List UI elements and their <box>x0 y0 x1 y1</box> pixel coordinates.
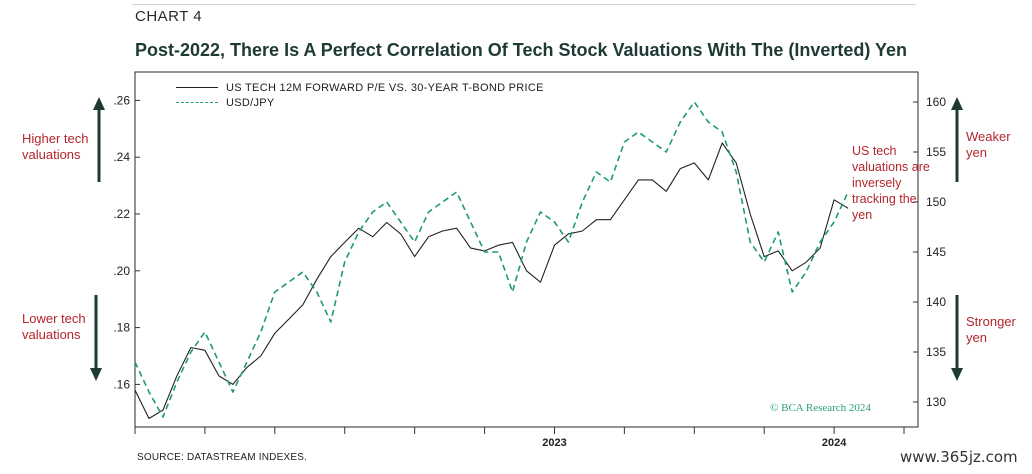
legend-item-tech-pe: US TECH 12M FORWARD P/E VS. 30-YEAR T-BO… <box>176 80 544 95</box>
x-tick-label: 2024 <box>822 437 847 449</box>
left-tick-label: .16 <box>113 377 130 391</box>
chart-plot: 2023 2024 .16 .18 .20 .22 .24 .26 130 135 140 145… <box>0 0 1032 474</box>
series-line-usdjpy <box>135 102 848 417</box>
legend-label-usdjpy: USD/JPY <box>226 97 275 109</box>
left-tick-label: .20 <box>113 264 130 278</box>
x-tick-group: 2023 2024 <box>135 427 904 449</box>
series-layer <box>135 102 848 419</box>
chart-annotation: US tech valuations are inversely trackin… <box>852 143 932 223</box>
higher-valuations-label: Higher tech valuations <box>22 131 92 163</box>
right-up-arrow <box>951 97 963 182</box>
lower-valuations-label: Lower tech valuations <box>22 311 92 343</box>
x-tick-label: 2023 <box>542 437 566 449</box>
left-tick-group: .16 .18 .20 .22 .24 .26 <box>113 93 140 391</box>
series-line-tech-pe <box>135 143 848 419</box>
right-down-arrow <box>951 295 963 381</box>
copyright-note: © BCA Research 2024 <box>770 402 871 414</box>
legend-item-usdjpy: USD/JPY <box>176 95 544 110</box>
left-tick-label: .24 <box>113 150 130 164</box>
weaker-yen-label: Weaker yen <box>966 129 1028 161</box>
legend-swatch-solid <box>176 87 218 88</box>
site-watermark: www.365jz.com <box>900 448 1018 466</box>
right-tick-label: 130 <box>926 395 946 409</box>
right-tick-label: 140 <box>926 295 946 309</box>
plot-frame <box>135 72 918 427</box>
source-note: SOURCE: DATASTREAM INDEXES. <box>137 452 307 463</box>
legend-label-tech-pe: US TECH 12M FORWARD P/E VS. 30-YEAR T-BO… <box>226 82 544 94</box>
legend-swatch-dashed <box>176 102 218 103</box>
right-tick-label: 135 <box>926 345 946 359</box>
left-up-arrow <box>93 97 105 182</box>
right-tick-label: 160 <box>926 95 946 109</box>
left-tick-label: .26 <box>113 93 130 107</box>
chart-legend: US TECH 12M FORWARD P/E VS. 30-YEAR T-BO… <box>176 80 544 110</box>
stronger-yen-label: Stronger yen <box>966 314 1028 346</box>
left-tick-label: .22 <box>113 207 130 221</box>
left-tick-label: .18 <box>113 321 130 335</box>
right-tick-label: 145 <box>926 245 946 259</box>
